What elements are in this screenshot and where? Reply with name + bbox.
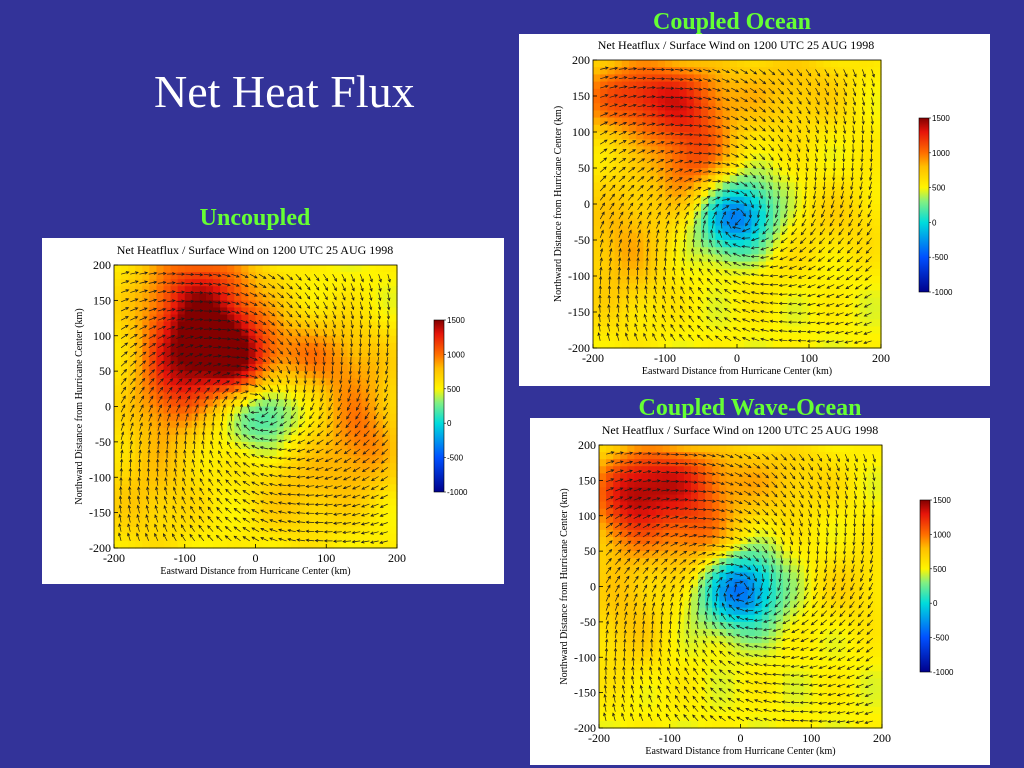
y-tick-label: -200 <box>89 541 111 555</box>
y-tick-label: -100 <box>568 269 590 283</box>
y-tick-label: -150 <box>574 686 596 700</box>
heatmap-field <box>593 60 882 349</box>
y-tick-label: 0 <box>590 580 596 594</box>
heatmap-chart-coupled-wave-ocean: Net Heatflux / Surface Wind on 1200 UTC … <box>559 423 954 757</box>
y-axis-label: Northward Distance from Hurricane Center… <box>559 488 570 684</box>
y-tick-label: -200 <box>574 721 596 735</box>
y-axis-label: Northward Distance from Hurricane Center… <box>553 106 564 302</box>
wind-vectors <box>603 451 876 724</box>
y-tick-label: 50 <box>584 544 596 558</box>
y-tick-label: 100 <box>572 125 590 139</box>
y-axis-label: Northward Distance from Hurricane Center… <box>74 308 85 504</box>
wind-vectors <box>597 66 875 345</box>
colorbar-tick-label: 0 <box>447 419 452 428</box>
y-tick-label: -150 <box>89 506 111 520</box>
heatmap-field <box>599 445 883 729</box>
x-tick-label: -200 <box>103 551 125 565</box>
colorbar-tick-label: 1000 <box>447 350 465 359</box>
x-tick-label: -200 <box>582 351 604 365</box>
colorbar <box>918 117 930 293</box>
colorbar <box>433 319 445 493</box>
y-tick-label: 100 <box>93 329 111 343</box>
y-tick-label: 150 <box>572 89 590 103</box>
colorbar-tick-label: -1000 <box>932 288 953 297</box>
y-tick-label: -200 <box>568 341 590 355</box>
x-axis-label: Eastward Distance from Hurricane Center … <box>642 366 832 377</box>
wind-vectors <box>118 271 391 544</box>
heatmap-chart-uncoupled: Net Heatflux / Surface Wind on 1200 UTC … <box>74 243 468 577</box>
colorbar <box>919 499 931 673</box>
colorbar-tick-label: 0 <box>932 218 937 227</box>
chart-panel-coupled-ocean: Net Heatflux / Surface Wind on 1200 UTC … <box>519 34 990 386</box>
y-tick-label: -50 <box>95 435 111 449</box>
colorbar-tick-label: 500 <box>933 565 947 574</box>
x-tick-label: 0 <box>253 551 259 565</box>
colorbar-tick-label: -1000 <box>933 668 954 677</box>
chart-panel-coupled-wave-ocean: Net Heatflux / Surface Wind on 1200 UTC … <box>530 418 990 765</box>
chart-panel-uncoupled: Net Heatflux / Surface Wind on 1200 UTC … <box>42 238 504 584</box>
y-tick-label: 200 <box>93 258 111 272</box>
x-tick-label: 0 <box>738 731 744 745</box>
colorbar-tick-label: -500 <box>932 253 949 262</box>
x-axis-label: Eastward Distance from Hurricane Center … <box>645 746 835 757</box>
x-tick-label: 200 <box>872 351 890 365</box>
y-tick-label: -150 <box>568 305 590 319</box>
x-tick-label: 100 <box>317 551 335 565</box>
chart-title: Net Heatflux / Surface Wind on 1200 UTC … <box>598 38 875 52</box>
colorbar-tick-label: -500 <box>447 454 464 463</box>
y-tick-label: 0 <box>105 400 111 414</box>
x-tick-label: 200 <box>873 731 891 745</box>
y-tick-label: -100 <box>574 650 596 664</box>
y-tick-label: 200 <box>572 53 590 67</box>
caption-uncoupled: Uncoupled <box>199 205 311 231</box>
colorbar-tick-label: 0 <box>933 599 938 608</box>
x-axis-label: Eastward Distance from Hurricane Center … <box>160 566 350 577</box>
colorbar-tick-label: 500 <box>932 184 946 193</box>
x-tick-label: -100 <box>659 731 681 745</box>
y-tick-label: -50 <box>580 615 596 629</box>
heatmap-chart-coupled-ocean: Net Heatflux / Surface Wind on 1200 UTC … <box>553 38 953 377</box>
x-tick-label: -100 <box>654 351 676 365</box>
x-tick-label: 100 <box>802 731 820 745</box>
x-tick-label: 100 <box>800 351 818 365</box>
y-tick-label: 200 <box>578 438 596 452</box>
colorbar-tick-label: 1500 <box>933 496 951 505</box>
x-tick-label: 200 <box>388 551 406 565</box>
y-tick-label: 50 <box>99 364 111 378</box>
colorbar-tick-label: 500 <box>447 385 461 394</box>
caption-coupled-ocean: Coupled Ocean <box>652 9 811 35</box>
y-tick-label: -100 <box>89 470 111 484</box>
colorbar-tick-label: 1000 <box>932 149 950 158</box>
y-tick-label: 0 <box>584 197 590 211</box>
colorbar-tick-label: -1000 <box>447 488 468 497</box>
y-tick-label: 150 <box>578 473 596 487</box>
y-tick-label: -50 <box>574 233 590 247</box>
x-tick-label: -200 <box>588 731 610 745</box>
colorbar-tick-label: 1000 <box>933 530 951 539</box>
caption-coupled-wave-ocean: Coupled Wave-Ocean <box>638 395 862 421</box>
slide-title: Net Heat Flux <box>154 66 415 117</box>
y-tick-label: 150 <box>93 293 111 307</box>
colorbar-tick-label: 1500 <box>447 316 465 325</box>
x-tick-label: 0 <box>734 351 740 365</box>
x-tick-label: -100 <box>174 551 196 565</box>
colorbar-tick-label: 1500 <box>932 114 950 123</box>
chart-title: Net Heatflux / Surface Wind on 1200 UTC … <box>602 423 879 437</box>
y-tick-label: 100 <box>578 509 596 523</box>
chart-title: Net Heatflux / Surface Wind on 1200 UTC … <box>117 243 394 257</box>
y-tick-label: 50 <box>578 161 590 175</box>
colorbar-tick-label: -500 <box>933 634 950 643</box>
